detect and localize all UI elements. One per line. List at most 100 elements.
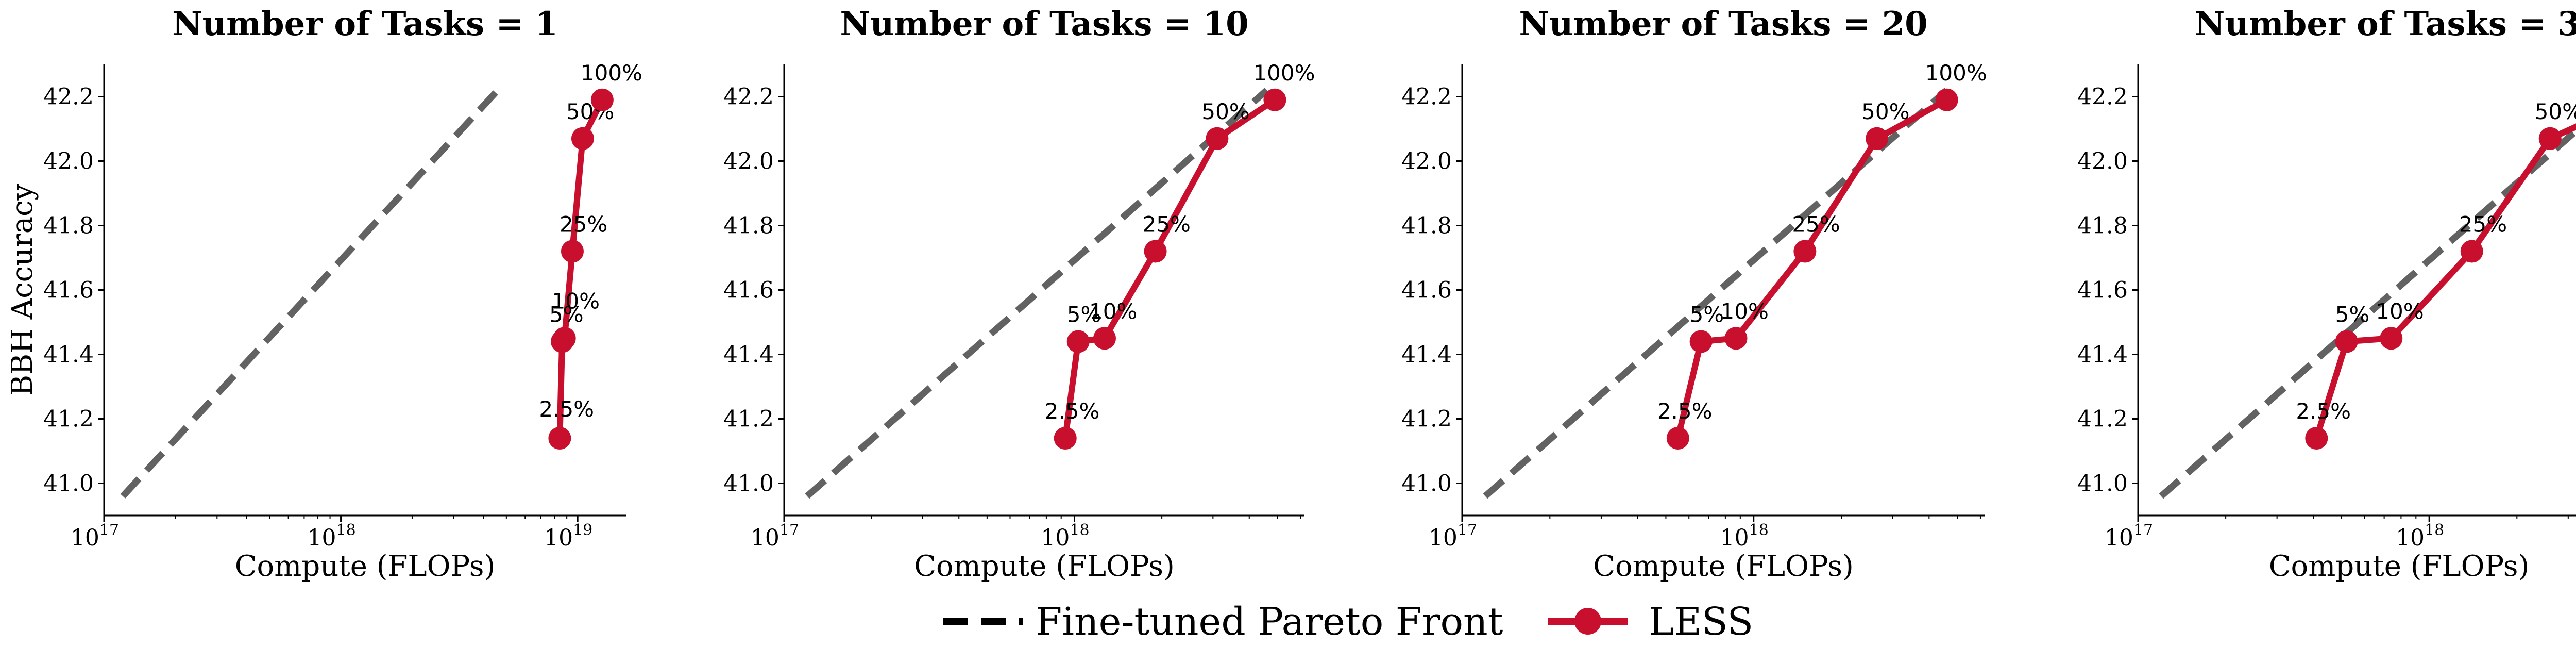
y-tick-label: 41.8 <box>723 213 774 239</box>
less-point <box>1206 127 1229 150</box>
less-series-line <box>1062 97 1277 439</box>
x-tick-label: 1018 <box>1720 521 1769 551</box>
pareto-front-line <box>2159 126 2576 499</box>
less-point-label: 2.5% <box>1045 399 1100 424</box>
y-tick-label: 41.0 <box>1401 471 1452 497</box>
less-point-label: 5% <box>2335 302 2370 327</box>
x-axis-label: Compute (FLOPs) <box>2269 550 2530 583</box>
pareto-front-line <box>1483 88 1949 499</box>
less-point-label: 25% <box>2459 212 2507 237</box>
less-point <box>1066 330 1090 353</box>
x-axis-label: Compute (FLOPs) <box>1593 550 1854 583</box>
panel-title: Number of Tasks = 30 <box>2195 5 2576 43</box>
y-tick-label: 42.2 <box>43 84 94 110</box>
y-tick-label: 42.0 <box>723 148 774 175</box>
less-point-label: 5% <box>549 302 584 327</box>
y-tick-label: 42.2 <box>2077 84 2128 110</box>
y-tick-label: 41.4 <box>2077 342 2128 368</box>
y-tick-label: 41.8 <box>43 213 94 239</box>
less-point <box>548 427 571 450</box>
less-point <box>1793 240 1817 263</box>
panel-3: Number of Tasks = 20 41.0 41.2 41.4 41.6 41.8… <box>1401 5 1987 583</box>
less-point-label: 5% <box>1067 302 1101 327</box>
y-tick-label: 41.8 <box>1401 213 1452 239</box>
y-tick-label: 41.2 <box>1401 406 1452 433</box>
y-tick-label: 41.4 <box>43 342 94 368</box>
y-tick-label: 42.0 <box>2077 148 2128 175</box>
less-point-label: 100% <box>1925 60 1987 86</box>
panel-title: Number of Tasks = 10 <box>840 5 1248 43</box>
less-series-line <box>2313 123 2576 439</box>
y-tick-label: 41.2 <box>43 406 94 433</box>
less-point-label: 50% <box>1201 99 1249 124</box>
less-series-line <box>1674 97 1948 439</box>
pareto-front-line <box>120 88 500 499</box>
less-point <box>2380 327 2403 350</box>
less-point <box>590 88 614 111</box>
y-tick-label: 41.6 <box>723 277 774 304</box>
x-axis-label: Compute (FLOPs) <box>235 550 496 583</box>
x-tick-label: 1018 <box>1041 521 1089 551</box>
panel-2: Number of Tasks = 10 41.0 41.2 41.4 41.6 41.8… <box>723 5 1315 583</box>
less-point <box>1935 88 1958 111</box>
less-point-label: 25% <box>560 212 607 237</box>
less-point <box>1866 127 1889 150</box>
panel-title: Number of Tasks = 20 <box>1519 5 1927 43</box>
less-point <box>2305 427 2328 450</box>
x-tick-label: 1017 <box>2105 521 2153 551</box>
less-point <box>1666 427 1689 450</box>
pareto-front-line <box>805 88 1269 499</box>
panels: Number of Tasks = 1 41.0 41.2 41.4 41.6 41.8 4… <box>6 5 2576 583</box>
less-point <box>2335 330 2358 353</box>
y-tick-label: 42.0 <box>1401 148 1452 175</box>
less-point <box>1263 88 1286 111</box>
y-tick-label: 41.8 <box>2077 213 2128 239</box>
legend-less-label: LESS <box>1649 600 1753 644</box>
less-point <box>1689 330 1713 353</box>
less-point <box>1724 327 1748 350</box>
less-point-label: 10% <box>552 288 600 313</box>
less-point-label: 10% <box>2376 298 2424 324</box>
less-point-label: 50% <box>1861 99 1909 124</box>
panel-4: Number of Tasks = 30 41.0 41.2 41.4 41.6 41.8… <box>2077 5 2576 583</box>
less-point-label: 10% <box>1089 298 1137 324</box>
less-point <box>1054 427 1077 450</box>
y-tick-label: 41.6 <box>43 277 94 304</box>
less-point-label: 25% <box>1792 212 1840 237</box>
less-point-label: 2.5% <box>2296 399 2351 424</box>
x-tick-label: 1017 <box>1429 521 1477 551</box>
less-point <box>2460 240 2483 263</box>
y-tick-label: 41.0 <box>43 471 94 497</box>
less-point-label: 2.5% <box>539 396 594 422</box>
y-axis-label: BBH Accuracy <box>6 184 39 396</box>
y-tick-label: 42.2 <box>1401 84 1452 110</box>
x-tick-label: 1017 <box>751 521 799 551</box>
less-point <box>553 327 576 350</box>
x-tick-label: 1019 <box>544 521 592 551</box>
legend: Fine-tuned Pareto Front LESS <box>943 600 1753 644</box>
less-point <box>561 240 584 263</box>
less-point-label: 50% <box>2535 99 2576 124</box>
less-point <box>2538 127 2562 150</box>
x-tick-label: 1017 <box>71 521 119 551</box>
less-point-label: 100% <box>1253 60 1315 86</box>
y-tick-label: 42.2 <box>723 84 774 110</box>
less-point-label: 25% <box>1143 212 1191 237</box>
y-tick-label: 41.6 <box>2077 277 2128 304</box>
less-point <box>1144 240 1167 263</box>
less-point-label: 2.5% <box>1657 399 1713 424</box>
y-tick-label: 41.2 <box>723 406 774 433</box>
y-tick-label: 41.2 <box>2077 406 2128 433</box>
panel-1: Number of Tasks = 1 41.0 41.2 41.4 41.6 41.8 4… <box>6 5 642 583</box>
x-tick-label: 1018 <box>2396 521 2444 551</box>
y-tick-label: 41.6 <box>1401 277 1452 304</box>
y-tick-label: 41.4 <box>1401 342 1452 368</box>
panel-title: Number of Tasks = 1 <box>172 5 558 43</box>
y-tick-label: 41.4 <box>723 342 774 368</box>
less-point <box>571 127 594 150</box>
less-point <box>1093 327 1116 350</box>
y-tick-label: 42.0 <box>43 148 94 175</box>
less-point-label: 10% <box>1721 298 1769 324</box>
less-point-label: 100% <box>581 60 642 86</box>
